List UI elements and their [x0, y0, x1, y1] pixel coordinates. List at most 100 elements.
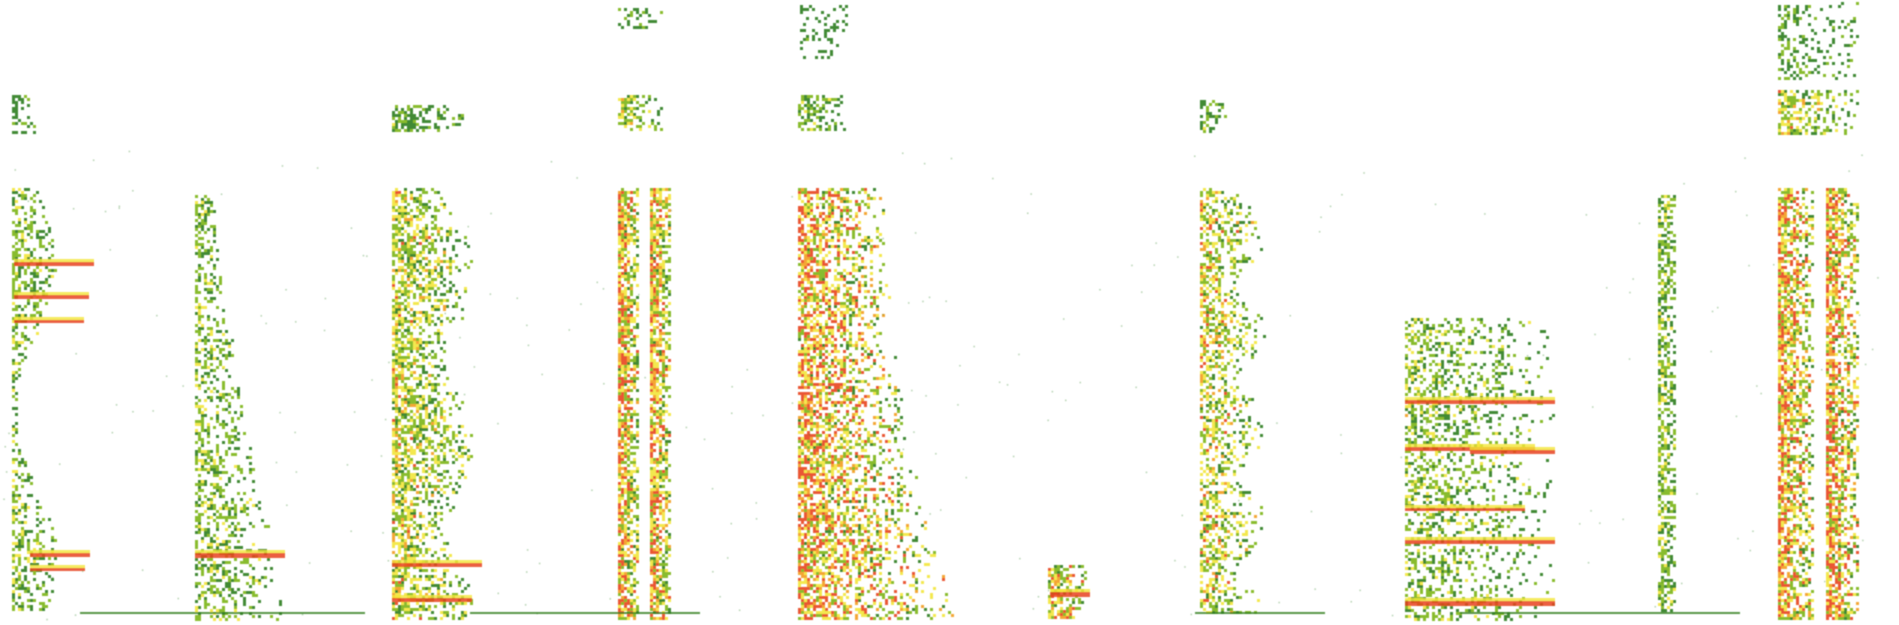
spectrogram-strip-3 — [395, 416, 398, 419]
spectrogram-strip-0 — [27, 494, 30, 497]
spectrogram-strip-0 — [36, 518, 39, 521]
spectrogram-strip-7 — [657, 113, 660, 116]
spectrogram-strip-3 — [404, 491, 407, 494]
spectrogram-strip-3 — [425, 236, 428, 239]
spectrogram-strip-0 — [27, 284, 30, 287]
spectrogram-strip-6 — [656, 581, 659, 584]
spectrogram-strip-6 — [650, 308, 653, 311]
spectrogram-strip-0 — [48, 599, 51, 602]
spectrogram-strip-9 — [813, 236, 816, 239]
spectrogram-strip-0 — [18, 221, 21, 224]
spectrogram-strip-9 — [822, 329, 825, 332]
spectrogram-strip-0 — [36, 557, 39, 560]
spectrogram-strip-3 — [428, 314, 431, 317]
spectrogram-strip-7 — [627, 98, 630, 101]
spectrogram-strip-3 — [422, 251, 425, 254]
spectrogram-strip-0 — [12, 290, 15, 293]
spectrogram-strip-9 — [885, 284, 888, 287]
spectrogram-strip-3 — [422, 203, 425, 206]
spectrogram-strip-2 — [201, 198, 204, 201]
spectrogram-strip-2 — [228, 507, 231, 510]
spectrogram-strip-2 — [207, 375, 210, 378]
spectrogram-strip-5 — [618, 350, 621, 353]
spectrogram-strip-0 — [12, 197, 15, 200]
spectrogram-strip-6 — [659, 200, 662, 203]
spectrogram-strip-2 — [234, 591, 237, 594]
spectrogram-strip-5 — [618, 257, 621, 260]
spectrogram-strip-5 — [621, 437, 624, 440]
spectrogram-strip-9 — [816, 314, 819, 317]
spectrogram-strip-7 — [621, 104, 624, 107]
spectrogram-strip-6 — [656, 470, 659, 473]
spectrogram-strip-9 — [819, 323, 822, 326]
spectrogram-strip-6 — [662, 314, 665, 317]
spectrogram-strip-6 — [662, 350, 665, 353]
spectrogram-strip-9 — [867, 290, 870, 293]
spectrogram-strip-6 — [668, 197, 671, 200]
spectrogram-strip-6 — [650, 602, 653, 605]
spectrogram-strip-0 — [39, 299, 42, 302]
spectrogram-strip-5 — [636, 308, 639, 311]
spectrogram-strip-3 — [404, 281, 407, 284]
spectrogram-strip-2 — [201, 306, 204, 309]
spectrogram-strip-3 — [443, 584, 446, 587]
spectrogram-strip-3 — [437, 464, 440, 467]
spectrogram-strip-0 — [27, 227, 30, 230]
spectrogram-strip-5 — [627, 452, 630, 455]
spectrogram-strip-3 — [434, 353, 437, 356]
spectrogram-strip-0 — [21, 536, 24, 539]
spectrogram-strip-6 — [653, 596, 656, 599]
spectrogram-strip-9 — [855, 314, 858, 317]
spectrogram-strip-0 — [48, 284, 51, 287]
spectrogram-strip-5 — [630, 299, 633, 302]
spectrogram-strip-4 — [416, 123, 419, 126]
spectrogram-strip-0 — [21, 230, 24, 233]
spectrogram-strip-9 — [837, 206, 840, 209]
spectrogram-strip-2 — [198, 309, 201, 312]
spectrogram-strip-3 — [464, 263, 467, 266]
spectrogram-strip-3 — [416, 437, 419, 440]
spectrogram-strip-3 — [410, 269, 413, 272]
spectrogram-strip-2 — [225, 330, 228, 333]
spectrogram-strip-2 — [204, 534, 207, 537]
spectrogram-strip-9 — [813, 317, 816, 320]
spectrogram-strip-3 — [410, 215, 413, 218]
spectrogram-strip-9 — [807, 269, 810, 272]
spectrogram-strip-3 — [413, 266, 416, 269]
spectrogram-strip-5 — [618, 485, 621, 488]
spectrogram-strip-9 — [855, 203, 858, 206]
spectrogram-strip-5 — [621, 305, 624, 308]
spectrogram-strip-9 — [801, 329, 804, 332]
spectrogram-strip-0 — [48, 257, 51, 260]
spectrogram-strip-9 — [840, 197, 843, 200]
spectrogram-strip-2 — [225, 339, 228, 342]
spectrogram-strip-2 — [195, 234, 198, 237]
spectrogram-strip-1 — [18, 98, 21, 101]
spectrogram-strip-3 — [458, 239, 461, 242]
spectrogram-strip-1 — [15, 110, 18, 113]
spectrogram-strip-9 — [846, 299, 849, 302]
spectrogram-strip-2 — [219, 459, 222, 462]
spectrogram-strip-2 — [201, 255, 204, 258]
spectrogram-strip-2 — [207, 300, 210, 303]
spectrogram-strip-2 — [234, 573, 237, 576]
spectrogram-strip-3 — [410, 338, 413, 341]
spectrogram-strip-3 — [404, 605, 407, 608]
spectrogram-strip-3 — [410, 281, 413, 284]
spectrogram-strip-5 — [618, 434, 621, 437]
spectrogram-strip-3 — [413, 278, 416, 281]
spectrogram-strip-6 — [665, 590, 668, 593]
spectrogram-strip-0 — [30, 476, 33, 479]
spectrogram-strip-6 — [650, 593, 653, 596]
spectrogram-strip-6 — [653, 431, 656, 434]
spectrogram-strip-5 — [618, 413, 621, 416]
spectrogram-strip-2 — [240, 507, 243, 510]
spectrogram-strip-6 — [653, 380, 656, 383]
spectrogram-strip-5 — [624, 239, 627, 242]
spectrogram-strip-2 — [198, 303, 201, 306]
spectrogram-strip-8 — [645, 11, 648, 14]
spectrogram-strip-5 — [624, 356, 627, 359]
spectrogram-strip-4 — [407, 129, 410, 132]
spectrogram-strip-2 — [231, 588, 234, 591]
spectrogram-strip-9 — [801, 278, 804, 281]
